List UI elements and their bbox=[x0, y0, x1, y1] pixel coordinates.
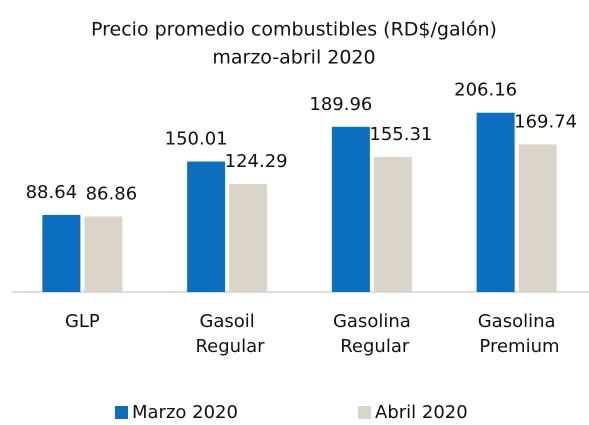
legend-swatch bbox=[115, 406, 128, 419]
value-label: 155.31 bbox=[369, 124, 432, 145]
legend-swatch bbox=[358, 406, 371, 419]
bar bbox=[331, 126, 370, 293]
bar bbox=[518, 144, 557, 292]
value-label: 88.64 bbox=[26, 182, 78, 203]
bar bbox=[373, 156, 412, 292]
legend-label: Abril 2020 bbox=[375, 402, 468, 423]
bar bbox=[476, 112, 515, 292]
chart-title: Precio promedio combustibles (RD$/galón) bbox=[91, 19, 497, 41]
chart-subtitle: marzo-abril 2020 bbox=[212, 47, 375, 69]
value-label: 189.96 bbox=[309, 94, 372, 115]
legend-label: Marzo 2020 bbox=[132, 402, 238, 423]
x-tick-label: Gasolina Regular bbox=[333, 311, 411, 357]
bar bbox=[84, 216, 123, 292]
x-tick-label: Gasolina Premium bbox=[474, 311, 560, 357]
value-label: 86.86 bbox=[86, 183, 138, 204]
x-tick-label: Gasoil Regular bbox=[190, 311, 265, 357]
value-label: 169.74 bbox=[514, 111, 577, 132]
value-label: 206.16 bbox=[454, 80, 517, 101]
x-tick-label: GLP bbox=[65, 311, 100, 332]
bar bbox=[42, 214, 81, 292]
bar bbox=[229, 183, 268, 292]
value-label: 150.01 bbox=[165, 129, 228, 150]
bar bbox=[187, 161, 226, 292]
value-label: 124.29 bbox=[225, 151, 288, 172]
